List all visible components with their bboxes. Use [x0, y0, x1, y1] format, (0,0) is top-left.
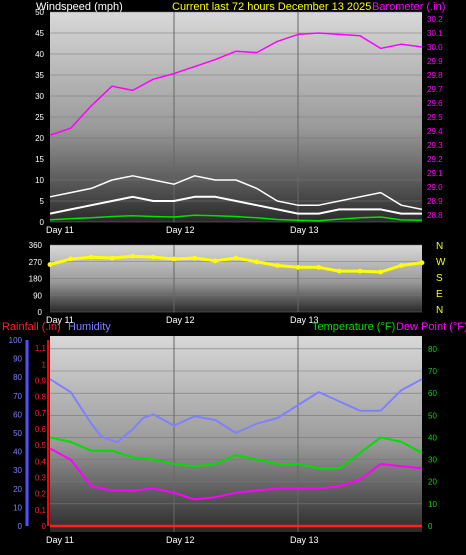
- wind-average-line: [49, 214, 423, 222]
- barometer-line: [49, 32, 423, 136]
- windspeed-axis-title: Windspeed (mph): [36, 1, 123, 13]
- dewpoint-axis-title: Dew Point (°F): [396, 321, 466, 333]
- humidity-y-tick-label: 70: [13, 392, 22, 401]
- climate-x-tick-label: Day 11: [46, 535, 74, 545]
- barometer-y-tick-label: 29.7: [427, 85, 443, 94]
- temperature-y-tick-label: 30: [428, 456, 437, 465]
- direction-y-tick-label: 270: [29, 258, 43, 267]
- windspeed-line: [49, 195, 422, 215]
- climate-x-tick-label: Day 13: [290, 535, 319, 545]
- compass-label: N: [436, 241, 443, 252]
- wind-x-tick-label: Day 12: [166, 225, 195, 235]
- humidity-y-tick-label: 10: [13, 503, 22, 512]
- wind-y-tick-label: 5: [40, 197, 45, 206]
- gridlines: [50, 11, 422, 532]
- humidity-y-tick-label: 30: [13, 466, 22, 475]
- series-lines: [47, 32, 425, 528]
- rainfall-y-tick-label: 0.7: [35, 409, 47, 418]
- wind-y-tick-label: 15: [35, 155, 44, 164]
- climate-x-tick-label: Day 12: [166, 535, 195, 545]
- direction-x-tick-label: Day 13: [290, 315, 319, 325]
- barometer-y-tick-label: 29.5: [427, 113, 443, 122]
- wind-y-tick-label: 10: [35, 176, 44, 185]
- rainfall-y-tick-label: 0.1: [35, 506, 47, 515]
- humidity-axis-title: Humidity: [68, 321, 111, 333]
- temperature-line: [49, 436, 423, 470]
- wind-direction-line: [49, 254, 423, 274]
- rainfall-y-tick-label: 0.2: [35, 490, 47, 499]
- rainfall-y-tick-label: 0.4: [35, 457, 47, 466]
- temperature-y-tick-label: 60: [428, 389, 437, 398]
- direction-y-tick-label: 0: [38, 308, 43, 317]
- barometer-y-tick-label: 30.2: [427, 15, 443, 24]
- barometer-y-tick-label: 29.4: [427, 127, 443, 136]
- climate-panel-bg: [50, 336, 422, 532]
- humidity-y-tick-label: 100: [9, 336, 23, 345]
- wind-y-tick-label: 30: [35, 92, 44, 101]
- wind-y-tick-label: 45: [35, 29, 44, 38]
- compass-label: S: [436, 273, 443, 284]
- compass-label: N: [436, 305, 443, 316]
- barometer-y-tick-label: 29.1: [427, 169, 443, 178]
- rainfall-axis-title: Rainfall (.in): [2, 321, 61, 333]
- humidity-y-tick-label: 80: [13, 373, 22, 382]
- direction-x-tick-label: Day 12: [166, 315, 195, 325]
- barometer-y-tick-label: 28.8: [427, 211, 443, 220]
- wind-y-tick-label: 0: [40, 218, 45, 227]
- direction-x-tick-label: Day 11: [46, 315, 74, 325]
- humidity-y-tick-label: 20: [13, 485, 22, 494]
- temperature-y-tick-label: 50: [428, 411, 437, 420]
- direction-y-tick-label: 360: [29, 241, 43, 250]
- direction-y-tick-label: 90: [33, 291, 42, 300]
- barometer-y-tick-label: 29.2: [427, 155, 443, 164]
- wind-y-tick-label: 40: [35, 50, 44, 59]
- wind-x-tick-label: Day 13: [290, 225, 319, 235]
- rainfall-y-tick-label: 0.9: [35, 376, 47, 385]
- humidity-y-tick-label: 0: [18, 522, 23, 531]
- barometer-axis-title: Barometer (.in): [372, 1, 445, 13]
- compass-label: W: [436, 257, 446, 268]
- rainfall-y-tick-label: 1: [42, 360, 47, 369]
- humidity-y-tick-label: 50: [13, 429, 22, 438]
- humidity-y-tick-label: 90: [13, 355, 22, 364]
- humidity-y-tick-label: 40: [13, 448, 22, 457]
- temperature-y-tick-label: 0: [428, 522, 433, 531]
- wind-y-tick-label: 20: [35, 134, 44, 143]
- barometer-y-tick-label: 29.3: [427, 141, 443, 150]
- direction-y-tick-label: 180: [29, 275, 43, 284]
- barometer-y-tick-label: 30.1: [427, 29, 443, 38]
- wind-gust-line: [49, 175, 423, 211]
- axes: 0510152025303540455028.828.929.029.129.2…: [9, 8, 443, 545]
- humidity-line: [49, 378, 423, 444]
- barometer-y-tick-label: 30.0: [427, 43, 443, 52]
- wind-y-tick-label: 25: [35, 113, 44, 122]
- temperature-y-tick-label: 40: [428, 433, 437, 442]
- chart-title: Current last 72 hours December 13 2025: [172, 1, 371, 13]
- barometer-y-tick-label: 29.8: [427, 71, 443, 80]
- rainfall-y-tick-label: 0: [42, 522, 47, 531]
- temperature-y-tick-label: 80: [428, 345, 437, 354]
- dewpoint-line: [49, 447, 423, 501]
- wind-y-tick-label: 35: [35, 71, 44, 80]
- compass-label: E: [436, 289, 443, 300]
- barometer-y-tick-label: 29.9: [427, 57, 443, 66]
- barometer-y-tick-label: 29.0: [427, 183, 443, 192]
- rainfall-y-tick-label: 0.5: [35, 441, 47, 450]
- rainfall-y-tick-label: 0.6: [35, 425, 47, 434]
- humidity-y-tick-label: 60: [13, 410, 22, 419]
- wind-x-tick-label: Day 11: [46, 225, 74, 235]
- temperature-y-tick-label: 10: [428, 500, 437, 509]
- rainfall-y-tick-label: 0.3: [35, 473, 47, 482]
- temperature-y-tick-label: 20: [428, 478, 437, 487]
- barometer-y-tick-label: 29.6: [427, 99, 443, 108]
- rainfall-y-tick-label: 1.1: [35, 344, 47, 353]
- barometer-y-tick-label: 28.9: [427, 197, 443, 206]
- temperature-axis-title: Temperature (°F): [312, 321, 395, 333]
- temperature-y-tick-label: 70: [428, 367, 437, 376]
- wind-y-tick-label: 50: [35, 8, 44, 17]
- rainfall-y-tick-label: 0.8: [35, 393, 47, 402]
